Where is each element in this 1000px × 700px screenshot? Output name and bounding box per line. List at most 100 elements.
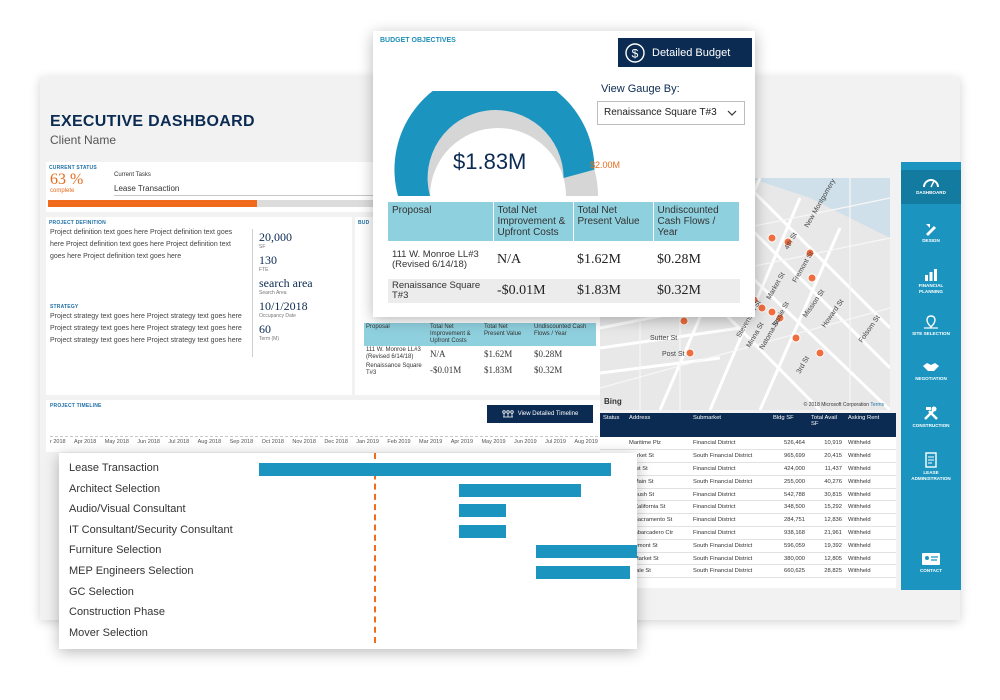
gantt-bar[interactable] (459, 504, 506, 518)
table-row[interactable]: Maritime Plz Financial District 526,464 10,… (600, 437, 896, 451)
definition-card: PROJECT DEFINITION Project definition te… (46, 217, 352, 395)
lease-header-cell[interactable]: Address (626, 413, 690, 437)
table-row[interactable]: 3 Sacramento St Financial District 284,751… (600, 513, 896, 528)
gantt-row-label: Mover Selection (69, 626, 148, 639)
th-improvement: Total Net Improvement & Upfront Costs (493, 202, 574, 241)
table-row[interactable]: 5 Main St South Financial District 255,000… (600, 475, 896, 489)
budget-gauge (394, 91, 598, 196)
nav-negotiation[interactable]: NEGOTIATION (901, 360, 961, 382)
gantt-bar[interactable] (536, 566, 630, 579)
nav-label: LEASE ADMINISTRATION (911, 470, 951, 481)
nav-site-selection[interactable]: SITE SELECTION (901, 315, 961, 337)
table-row[interactable]: Post St Financial District 424,000 11,437 Wi… (600, 462, 896, 476)
lease-cell: Withheld (845, 488, 896, 502)
map-terms-link[interactable]: Terms (870, 402, 884, 408)
map-pin[interactable] (767, 307, 777, 317)
bing-logo: Bing (604, 397, 622, 406)
table-row[interactable]: 5 Market St South Financial District 380,0… (600, 552, 896, 566)
bar-chart-icon (925, 269, 937, 281)
timeline-month: Jun 2018 (137, 439, 160, 445)
bg-cell: 111 W. Monroe LL#3 (Revised 6/14/18) (366, 347, 421, 360)
tasks-divider (114, 195, 434, 196)
gauge-select[interactable]: Renaissance Square T#3 (597, 101, 745, 125)
lease-cell: Withheld (845, 462, 896, 476)
lease-cell: 40,276 (808, 475, 845, 489)
timeline-month: Mar 2019 (419, 439, 443, 445)
nav-design[interactable]: DESIGN (901, 222, 961, 244)
table-row[interactable]: Beale St South Financial District 660,625 2… (600, 564, 896, 579)
lease-cell: South Financial District (690, 475, 770, 489)
lease-table-header: Status Address Submarket Bldg SF Total Avail… (600, 413, 896, 437)
lease-cell: Financial District (690, 526, 770, 540)
view-timeline-button[interactable]: View Detailed Timeline (487, 405, 593, 423)
nav-dashboard[interactable]: DASHBOARD (901, 170, 961, 204)
metric-sf-value: 20,000 (259, 230, 292, 244)
lease-cell (600, 437, 626, 451)
lease-cell: 3 Sacramento St (626, 513, 690, 528)
gantt-bar[interactable] (459, 524, 506, 538)
table-row[interactable]: Market St South Financial District 965,699… (600, 449, 896, 464)
bg-cell: Renaissance Square T#3 (366, 363, 422, 376)
gantt-row-label: MEP Engineers Selection (69, 565, 194, 577)
table-row[interactable]: Fremont St South Financial District 596,05… (600, 539, 896, 553)
table-row[interactable]: 0 California St Financial District 348,500… (600, 500, 896, 515)
npv-cell: $1.83M (573, 279, 653, 303)
improvement-cell: -$0.01M (493, 279, 573, 303)
gantt-bar[interactable] (259, 463, 611, 476)
map-pin[interactable] (685, 348, 695, 358)
lease-cell: Financial District (690, 437, 770, 451)
street-label: Mission St (802, 289, 826, 320)
timeline-month: Jul 2019 (545, 439, 566, 445)
lease-header-cell[interactable]: Bldg SF (770, 413, 808, 437)
map-pin[interactable] (807, 273, 817, 283)
nav-construction[interactable]: CONSTRUCTION (901, 405, 961, 429)
map-pin[interactable] (679, 316, 689, 326)
map-pin[interactable] (757, 303, 767, 313)
lease-cell: 965,699 (770, 449, 808, 464)
lease-header-cell[interactable]: Asking Rent (845, 413, 896, 437)
lease-header-cell[interactable]: Submarket (690, 413, 770, 437)
lease-header-cell[interactable]: Total Avail SF (808, 413, 845, 437)
lease-cell: 20,415 (808, 449, 845, 464)
table-row[interactable]: 3 Bush St Financial District 542,788 30,815… (600, 488, 896, 502)
street-label: 3rd St (796, 355, 811, 375)
gantt-row-label: Architect Selection (69, 482, 161, 495)
metric-sf-label: SF (259, 244, 266, 250)
map-pin[interactable] (805, 248, 815, 258)
gantt-row-label: GC Selection (69, 585, 134, 598)
gantt-bar[interactable] (536, 545, 637, 559)
bg-cell: -$0.01M (430, 365, 462, 375)
street-label: Folsom St (858, 314, 882, 344)
lease-cell: Withheld (845, 526, 896, 540)
lease-cell: 380,000 (770, 552, 808, 566)
gantt-bar[interactable] (459, 483, 581, 497)
nav-financial-planning[interactable]: FINANCIAL PLANNING (901, 267, 961, 295)
lease-cell (690, 577, 770, 588)
timeline-month: May 2019 (481, 439, 506, 445)
metric-fte-value: 130 (259, 253, 277, 267)
map-pin[interactable] (775, 313, 785, 323)
metric-area-value: search area (259, 276, 313, 290)
nav-lease-administration[interactable]: LEASE ADMINISTRATION (901, 452, 961, 482)
metric-date-label: Occupancy Date (259, 313, 296, 319)
progress-bar (48, 200, 598, 207)
map-pin[interactable] (791, 333, 801, 343)
nav-contact[interactable]: CONTACT (901, 552, 961, 574)
table-row: 111 W. Monroe LL#3 (Revised 6/14/18) N/A… (388, 241, 740, 279)
dollar-cycle-icon: $ (625, 42, 645, 63)
detailed-budget-button[interactable]: $ Detailed Budget (618, 38, 752, 67)
lease-cell: Withheld (845, 539, 896, 553)
map-pin[interactable] (815, 348, 825, 358)
lease-cell: South Financial District (690, 552, 770, 566)
map-pin[interactable] (767, 233, 777, 243)
lease-cell: 3 Bush St (626, 488, 690, 502)
map-pin[interactable] (783, 237, 793, 247)
table-row[interactable] (600, 577, 896, 588)
metric-fte-label: FTE (259, 267, 269, 273)
lease-cell: Withheld (845, 500, 896, 515)
lease-cell: Market St (626, 449, 690, 464)
map-pin-icon (924, 315, 938, 329)
lease-header-cell[interactable]: Status (600, 413, 626, 437)
table-row[interactable]: Embarcadero Ctr Financial District 938,168… (600, 526, 896, 540)
lease-cell: 11,437 (808, 462, 845, 476)
